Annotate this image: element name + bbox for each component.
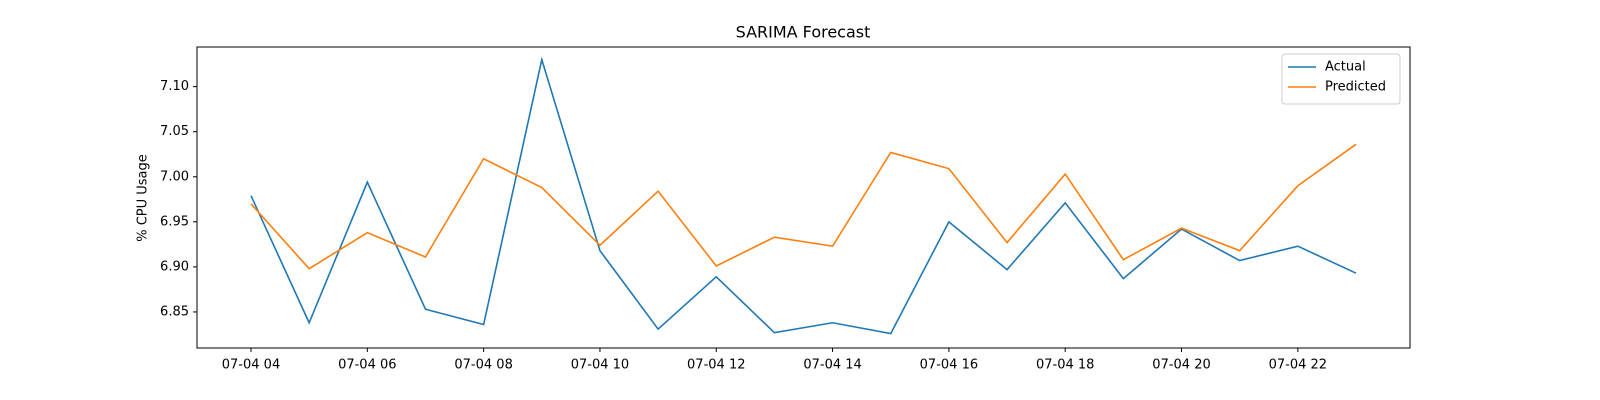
plot-frame — [196, 46, 1411, 349]
x-tick-label: 07-04 20 — [1152, 358, 1210, 373]
y-tick-label: 7.05 — [160, 124, 189, 139]
y-tick-label: 7.00 — [160, 169, 189, 184]
y-tick-label: 6.90 — [160, 259, 189, 274]
x-tick-label: 07-04 16 — [920, 358, 978, 373]
x-tick-label: 07-04 08 — [454, 358, 512, 373]
legend-label: Actual — [1325, 60, 1366, 75]
series-line — [250, 56, 1357, 335]
x-tick-label: 07-04 04 — [222, 358, 280, 373]
y-axis-label: % CPU Usage — [136, 154, 151, 242]
y-tick-label: 6.85 — [160, 304, 189, 319]
x-tick-label: 07-04 06 — [338, 358, 396, 373]
series-line — [250, 143, 1357, 270]
x-tick-label: 07-04 14 — [803, 358, 861, 373]
y-tick-label: 6.95 — [160, 214, 189, 229]
x-tick-label: 07-04 10 — [571, 358, 629, 373]
legend-label: Predicted — [1325, 80, 1386, 95]
x-tick-label: 07-04 18 — [1036, 358, 1094, 373]
x-tick-label: 07-04 12 — [687, 358, 745, 373]
chart-title: SARIMA Forecast — [736, 23, 871, 42]
x-tick-label: 07-04 22 — [1269, 358, 1327, 373]
y-tick-label: 7.10 — [160, 79, 189, 94]
